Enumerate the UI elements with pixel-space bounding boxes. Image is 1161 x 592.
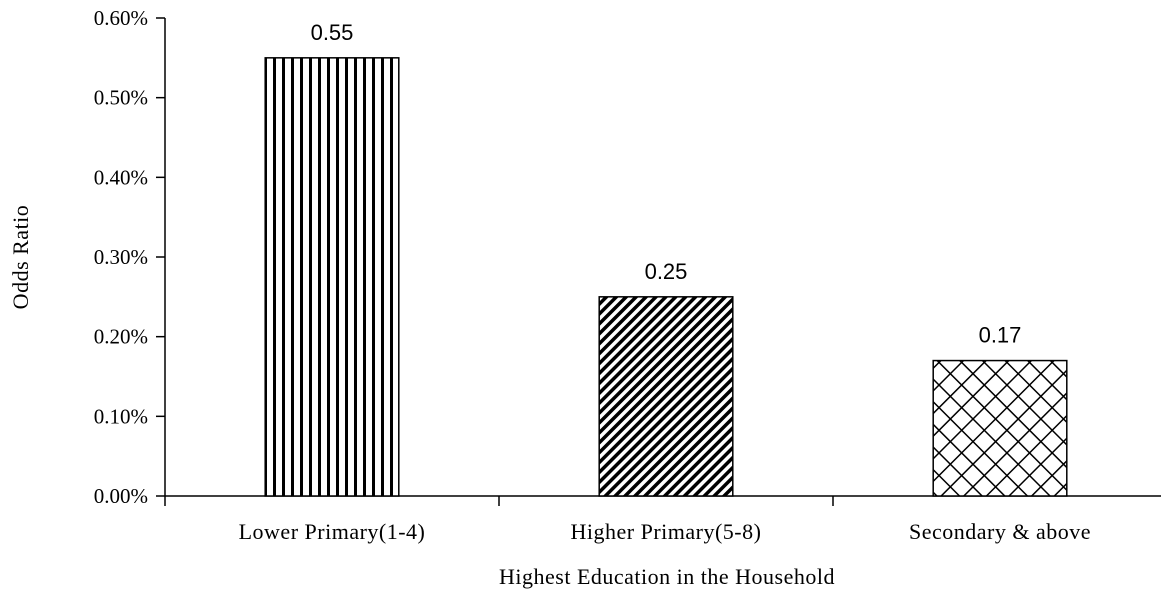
data-label-1: 0.55 — [311, 20, 354, 45]
data-label-3: 0.17 — [979, 323, 1022, 348]
y-tick-label: 0.10% — [94, 404, 148, 428]
x-tick-label: Lower Primary(1-4) — [239, 519, 426, 544]
y-tick-label: 0.40% — [94, 165, 148, 189]
y-axis-title: Odds Ratio — [8, 205, 33, 310]
y-axis: 0.00% 0.10% 0.20% 0.30% 0.40% 0.50% 0.60% — [94, 6, 166, 508]
bar-1 — [264, 57, 400, 497]
data-label-2: 0.25 — [645, 259, 688, 284]
y-tick-label: 0.30% — [94, 245, 148, 269]
y-tick-label: 0.00% — [94, 484, 148, 508]
x-axis-title: Highest Education in the Household — [499, 564, 835, 589]
x-tick-label: Secondary & above — [909, 519, 1091, 544]
bar-2 — [598, 296, 734, 497]
x-axis: Lower Primary(1-4) Higher Primary(5-8) Sec… — [164, 495, 1161, 544]
y-tick-label: 0.20% — [94, 325, 148, 349]
data-labels: 0.55 0.25 0.17 — [311, 20, 1022, 348]
bar-3 — [932, 359, 1068, 497]
bars — [264, 57, 1068, 497]
y-tick-label: 0.60% — [94, 6, 148, 30]
y-tick-label: 0.50% — [94, 86, 148, 110]
x-tick-label: Higher Primary(5-8) — [571, 519, 762, 544]
